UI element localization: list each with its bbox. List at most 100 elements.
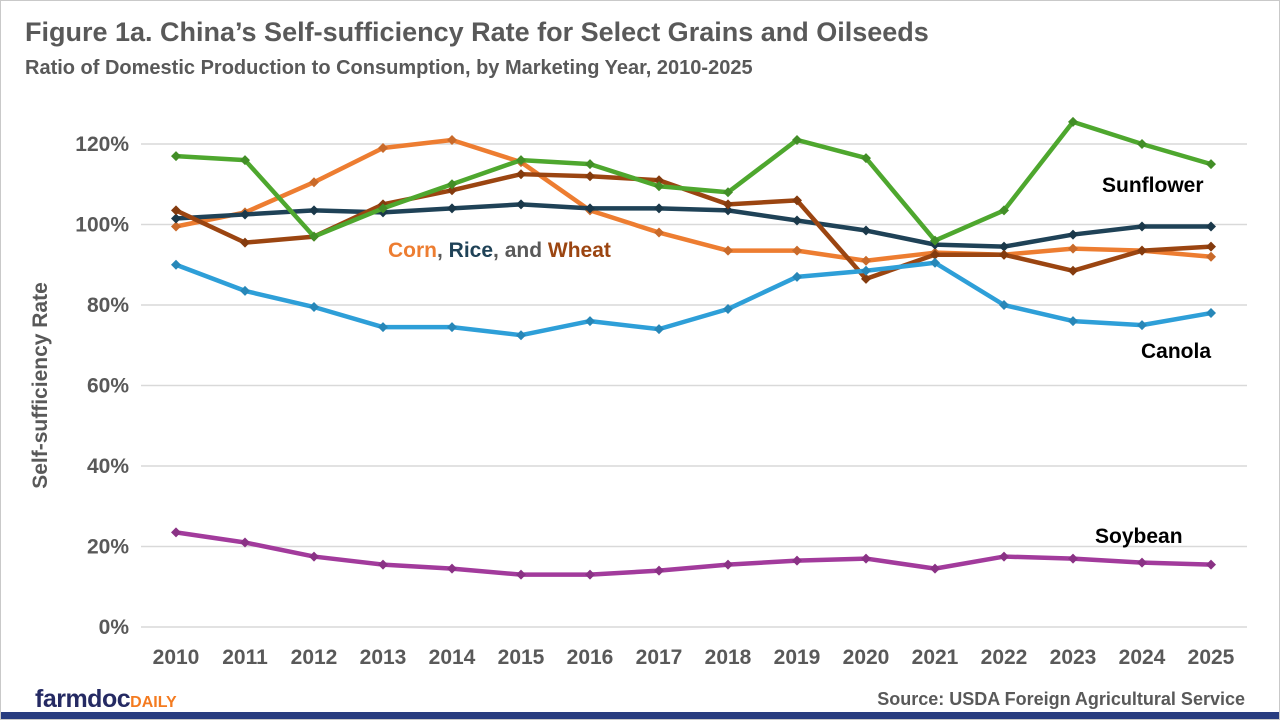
marker-rice <box>585 203 595 214</box>
chart-title: Figure 1a. China’s Self-sufficiency Rate… <box>25 17 929 47</box>
y-tick-label: 20% <box>87 536 129 559</box>
marker-soybean <box>585 569 595 580</box>
marker-canola <box>1068 316 1078 327</box>
legend-segment: Rice <box>448 239 494 262</box>
marker-rice <box>1068 229 1078 240</box>
marker-rice <box>999 241 1009 252</box>
marker-soybean <box>240 537 250 548</box>
marker-sunflower <box>585 159 595 170</box>
y-axis-title: Self-sufficiency Rate <box>29 282 52 489</box>
y-tick-label: 80% <box>87 294 129 317</box>
marker-rice <box>861 225 871 236</box>
legend-segment: Corn <box>388 239 437 262</box>
x-tick-label: 2018 <box>705 646 752 669</box>
marker-soybean <box>861 553 871 564</box>
marker-soybean <box>447 563 457 574</box>
marker-canola <box>309 302 319 313</box>
x-tick-label: 2015 <box>498 646 545 669</box>
marker-corn <box>309 177 319 188</box>
marker-rice <box>447 203 457 214</box>
y-tick-label: 40% <box>87 455 129 478</box>
marker-sunflower <box>516 155 526 166</box>
x-tick-label: 2014 <box>429 646 476 669</box>
x-tick-label: 2025 <box>1188 646 1235 669</box>
series-line-sunflower <box>173 119 1214 243</box>
marker-wheat <box>930 249 940 260</box>
marker-canola <box>171 259 181 270</box>
marker-wheat <box>654 175 664 186</box>
x-tick-label: 2017 <box>636 646 683 669</box>
y-tick-label: 100% <box>75 214 129 237</box>
marker-canola <box>240 285 250 296</box>
marker-soybean <box>654 565 664 576</box>
marker-rice <box>516 199 526 210</box>
marker-wheat <box>585 171 595 182</box>
marker-soybean <box>309 551 319 562</box>
marker-sunflower <box>654 181 664 192</box>
brand-farmdoc: farmdoc <box>35 685 131 713</box>
legend-sunflower: Sunflower <box>1102 174 1204 197</box>
marker-corn <box>861 255 871 266</box>
marker-canola <box>378 322 388 333</box>
bottom-accent-bar <box>1 712 1279 719</box>
x-tick-label: 2024 <box>1119 646 1166 669</box>
marker-corn <box>1068 243 1078 254</box>
marker-sunflower <box>861 153 871 164</box>
legend-segment: Wheat <box>547 239 611 262</box>
marker-sunflower <box>171 151 181 162</box>
marker-sunflower <box>1206 159 1216 170</box>
marker-rice <box>240 209 250 220</box>
marker-soybean <box>378 559 388 570</box>
marker-canola <box>1137 320 1147 331</box>
marker-soybean <box>516 569 526 580</box>
marker-corn <box>792 245 802 256</box>
marker-corn <box>171 221 181 232</box>
x-tick-label: 2011 <box>222 646 268 669</box>
marker-sunflower <box>1068 116 1078 127</box>
legend-segment: , <box>437 239 449 262</box>
marker-corn <box>723 245 733 256</box>
marker-wheat <box>1206 241 1216 252</box>
marker-sunflower <box>930 235 940 246</box>
series-line-canola <box>173 260 1214 338</box>
x-tick-label: 2021 <box>912 646 959 669</box>
x-tick-label: 2022 <box>981 646 1028 669</box>
marker-wheat <box>447 185 457 196</box>
marker-canola <box>585 316 595 327</box>
legend-segment: and <box>504 239 548 262</box>
marker-wheat <box>171 205 181 216</box>
marker-soybean <box>1137 557 1147 568</box>
x-tick-label: 2020 <box>843 646 890 669</box>
marker-soybean <box>171 527 181 538</box>
x-tick-label: 2023 <box>1050 646 1097 669</box>
marker-sunflower <box>723 187 733 198</box>
marker-soybean <box>930 563 940 574</box>
marker-rice <box>654 203 664 214</box>
marker-wheat <box>1137 245 1147 256</box>
marker-corn <box>447 134 457 145</box>
x-tick-label: 2010 <box>153 646 200 669</box>
marker-corn <box>1206 251 1216 262</box>
marker-soybean <box>1206 559 1216 570</box>
marker-wheat <box>516 169 526 180</box>
series-line-soybean <box>173 530 1214 577</box>
marker-wheat <box>999 249 1009 260</box>
legend-canola: Canola <box>1141 340 1212 363</box>
marker-rice <box>1206 221 1216 232</box>
legend-corn-rice-wheat: Corn, Rice, and Wheat <box>388 239 611 263</box>
marker-soybean <box>999 551 1009 562</box>
marker-wheat <box>1068 265 1078 276</box>
marker-wheat <box>792 195 802 206</box>
marker-canola <box>930 257 940 268</box>
x-tick-label: 2019 <box>774 646 821 669</box>
legend-segment: , <box>493 239 505 262</box>
marker-canola <box>999 300 1009 310</box>
marker-soybean <box>723 559 733 570</box>
marker-canola <box>447 322 457 333</box>
marker-sunflower <box>447 179 457 190</box>
chart-subtitle: Ratio of Domestic Production to Consumpt… <box>25 57 753 79</box>
marker-sunflower <box>240 155 250 166</box>
source-credit: Source: USDA Foreign Agricultural Servic… <box>877 689 1245 709</box>
marker-rice <box>171 213 181 224</box>
marker-sunflower <box>378 203 388 214</box>
